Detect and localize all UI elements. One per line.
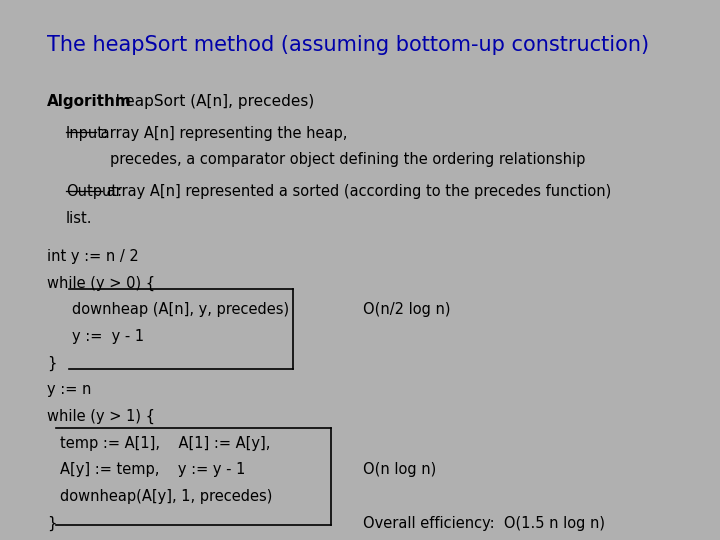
Text: O(n log n): O(n log n) bbox=[363, 462, 436, 477]
Text: }: } bbox=[47, 516, 56, 531]
Text: A[y] := temp,    y := y - 1: A[y] := temp, y := y - 1 bbox=[60, 462, 245, 477]
Text: temp := A[1],    A[1] := A[y],: temp := A[1], A[1] := A[y], bbox=[60, 436, 270, 451]
Text: The heapSort method (assuming bottom-up construction): The heapSort method (assuming bottom-up … bbox=[47, 35, 649, 55]
Text: precedes, a comparator object defining the ordering relationship: precedes, a comparator object defining t… bbox=[110, 152, 585, 167]
Text: O(n/2 log n): O(n/2 log n) bbox=[363, 302, 450, 317]
Text: Overall efficiency:  O(1.5 n log n): Overall efficiency: O(1.5 n log n) bbox=[363, 516, 605, 531]
Text: }: } bbox=[47, 355, 56, 371]
Text: list.: list. bbox=[66, 211, 92, 226]
Text: int y := n / 2: int y := n / 2 bbox=[47, 248, 139, 264]
Text: y :=  y - 1: y := y - 1 bbox=[72, 329, 144, 344]
Text: while (y > 1) {: while (y > 1) { bbox=[47, 409, 155, 424]
Text: Input:: Input: bbox=[66, 126, 109, 141]
Text: heapSort (A[n], precedes): heapSort (A[n], precedes) bbox=[101, 93, 314, 109]
Text: while (y > 0) {: while (y > 0) { bbox=[47, 275, 155, 291]
Text: array A[n] representing the heap,: array A[n] representing the heap, bbox=[96, 126, 348, 141]
Text: downheap (A[n], y, precedes): downheap (A[n], y, precedes) bbox=[72, 302, 289, 317]
Text: downheap(A[y], 1, precedes): downheap(A[y], 1, precedes) bbox=[60, 489, 272, 504]
Text: y := n: y := n bbox=[47, 382, 91, 397]
Text: Output:: Output: bbox=[66, 185, 122, 199]
Text: Algorithm: Algorithm bbox=[47, 93, 132, 109]
Text: array A[n] represented a sorted (according to the precedes function): array A[n] represented a sorted (accordi… bbox=[102, 185, 611, 199]
